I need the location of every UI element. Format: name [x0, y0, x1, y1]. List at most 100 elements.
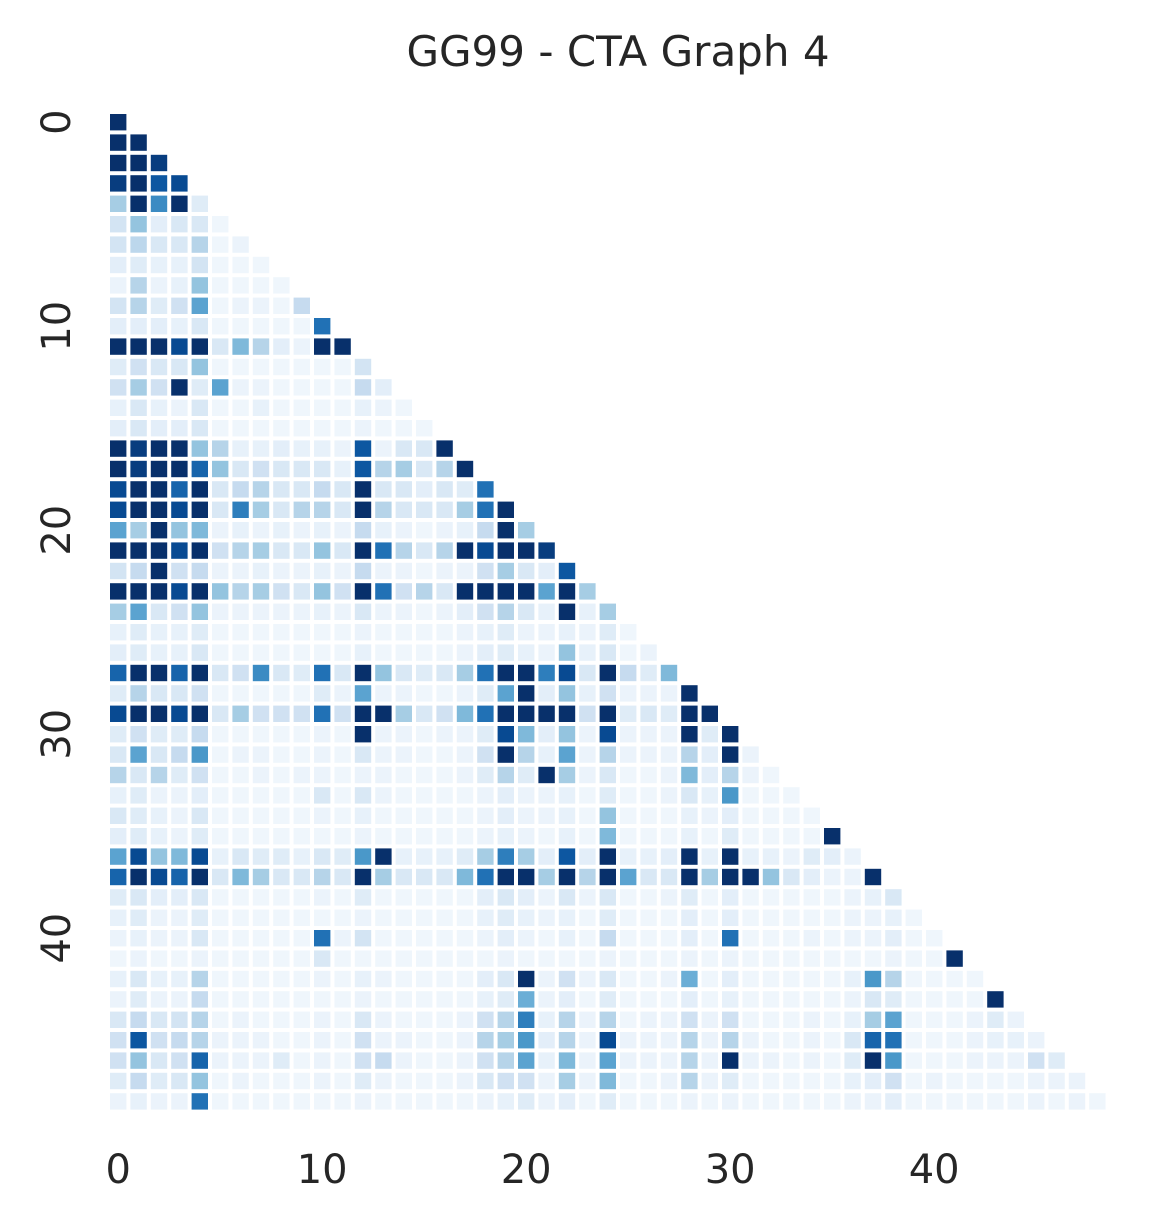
- heatmap-cell-7-4: [191, 256, 208, 274]
- heatmap-cell-31-6: [232, 746, 249, 763]
- heatmap-cell-37-21: [538, 868, 555, 886]
- heatmap-cell-39-26: [640, 909, 657, 926]
- heatmap-cell-44-35: [824, 1011, 841, 1028]
- heatmap-cell-30-12: [354, 726, 372, 743]
- heatmap-cell-25-2: [150, 624, 168, 641]
- heatmap-cell-39-27: [660, 909, 678, 926]
- heatmap-cell-36-1: [130, 848, 147, 865]
- y-tick-label: 20: [34, 505, 80, 556]
- heatmap-cell-36-19: [497, 848, 514, 865]
- heatmap-cell-18-8: [273, 481, 290, 498]
- heatmap-cell-45-33: [783, 1032, 800, 1049]
- heatmap-cell-37-26: [640, 868, 657, 886]
- heatmap-cell-31-3: [171, 746, 188, 763]
- heatmap-cell-17-1: [130, 460, 147, 478]
- heatmap-cell-14-9: [293, 399, 310, 416]
- heatmap-cell-26-2: [150, 644, 168, 661]
- heatmap-cell-34-2: [150, 807, 168, 824]
- heatmap-cell-37-2: [150, 868, 168, 886]
- heatmap-cell-39-6: [232, 909, 249, 926]
- heatmap-cell-47-36: [844, 1072, 861, 1090]
- heatmap-cell-36-36: [844, 848, 861, 865]
- heatmap-cell-18-2: [150, 481, 168, 498]
- heatmap-cell-32-19: [497, 766, 514, 784]
- heatmap-cell-32-28: [681, 766, 698, 784]
- heatmap-cell-20-13: [375, 522, 392, 539]
- heatmap-cell-33-6: [232, 787, 249, 804]
- heatmap-cell-15-11: [334, 420, 351, 437]
- heatmap-cell-43-43: [987, 991, 1004, 1008]
- heatmap-cell-18-3: [171, 481, 188, 498]
- heatmap-cell-44-31: [742, 1011, 759, 1028]
- heatmap-cell-34-29: [701, 807, 718, 824]
- heatmap-cell-20-0: [110, 522, 127, 539]
- heatmap-cell-11-4: [191, 338, 208, 355]
- heatmap-cell-26-7: [252, 644, 270, 661]
- heatmap-cell-48-3: [171, 1093, 188, 1110]
- heatmap-cell-3-3: [171, 175, 188, 192]
- heatmap-cell-43-20: [518, 991, 535, 1008]
- heatmap-cell-43-30: [722, 991, 739, 1008]
- heatmap-cell-38-16: [436, 889, 453, 906]
- heatmap-cell-13-1: [130, 379, 147, 396]
- heatmap-cell-16-10: [314, 440, 331, 457]
- heatmap-cell-33-31: [742, 787, 759, 804]
- heatmap-cell-29-18: [477, 705, 494, 722]
- heatmap-cell-46-19: [497, 1052, 514, 1069]
- heatmap-cell-48-15: [416, 1093, 433, 1110]
- heatmap-cell-46-1: [130, 1052, 147, 1069]
- heatmap-cell-42-1: [130, 970, 147, 988]
- heatmap-cell-47-47: [1068, 1072, 1086, 1090]
- heatmap-cell-45-2: [150, 1032, 168, 1049]
- heatmap-cell-36-21: [538, 848, 555, 865]
- heatmap-cell-47-18: [477, 1072, 494, 1090]
- heatmap-cell-44-41: [946, 1011, 963, 1028]
- heatmap-cell-33-27: [660, 787, 678, 804]
- heatmap-cell-44-43: [987, 1011, 1004, 1028]
- heatmap-cell-16-7: [252, 440, 270, 457]
- heatmap-cell-13-6: [232, 379, 249, 396]
- heatmap-cell-47-24: [599, 1072, 616, 1090]
- heatmap-cell-19-0: [110, 501, 127, 518]
- heatmap-cell-28-7: [252, 685, 270, 702]
- heatmap-cell-24-10: [314, 603, 331, 620]
- heatmap-cell-23-1: [130, 583, 147, 600]
- heatmap-cell-23-14: [395, 583, 412, 600]
- heatmap-cell-33-21: [538, 787, 555, 804]
- heatmap-cell-43-32: [762, 991, 780, 1008]
- heatmap-cell-24-23: [579, 603, 596, 620]
- heatmap-cell-25-14: [395, 624, 412, 641]
- heatmap-cell-47-3: [171, 1072, 188, 1090]
- heatmap-cell-47-25: [620, 1072, 637, 1090]
- heatmap-cell-9-3: [171, 297, 188, 314]
- heatmap-cell-44-29: [701, 1011, 718, 1028]
- heatmap-cell-35-33: [783, 828, 800, 845]
- heatmap-cell-36-2: [150, 848, 168, 865]
- heatmap-cell-43-23: [579, 991, 596, 1008]
- heatmap-cell-48-13: [375, 1093, 392, 1110]
- heatmap-cell-39-28: [681, 909, 698, 926]
- heatmap-cell-35-3: [171, 828, 188, 845]
- heatmap-cell-31-15: [416, 746, 433, 763]
- heatmap-cell-36-33: [783, 848, 800, 865]
- heatmap-cell-31-25: [620, 746, 637, 763]
- heatmap-cell-46-30: [722, 1052, 739, 1069]
- heatmap-cell-30-15: [416, 726, 433, 743]
- heatmap-cell-40-38: [885, 930, 902, 947]
- heatmap-cell-20-8: [273, 522, 290, 539]
- heatmap-cell-37-0: [110, 868, 127, 886]
- heatmap-cell-39-29: [701, 909, 718, 926]
- heatmap-cell-19-8: [273, 501, 290, 518]
- heatmap-cell-39-0: [110, 909, 127, 926]
- heatmap-cell-24-0: [110, 603, 127, 620]
- heatmap-cell-2-1: [130, 154, 147, 172]
- heatmap-cell-34-9: [293, 807, 310, 824]
- heatmap-cell-26-14: [395, 644, 412, 661]
- heatmap-cell-36-20: [518, 848, 535, 865]
- heatmap-cell-14-1: [130, 399, 147, 416]
- heatmap-cell-45-40: [926, 1032, 943, 1049]
- heatmap-cell-35-23: [579, 828, 596, 845]
- heatmap-cell-28-26: [640, 685, 657, 702]
- heatmap-cell-28-19: [497, 685, 514, 702]
